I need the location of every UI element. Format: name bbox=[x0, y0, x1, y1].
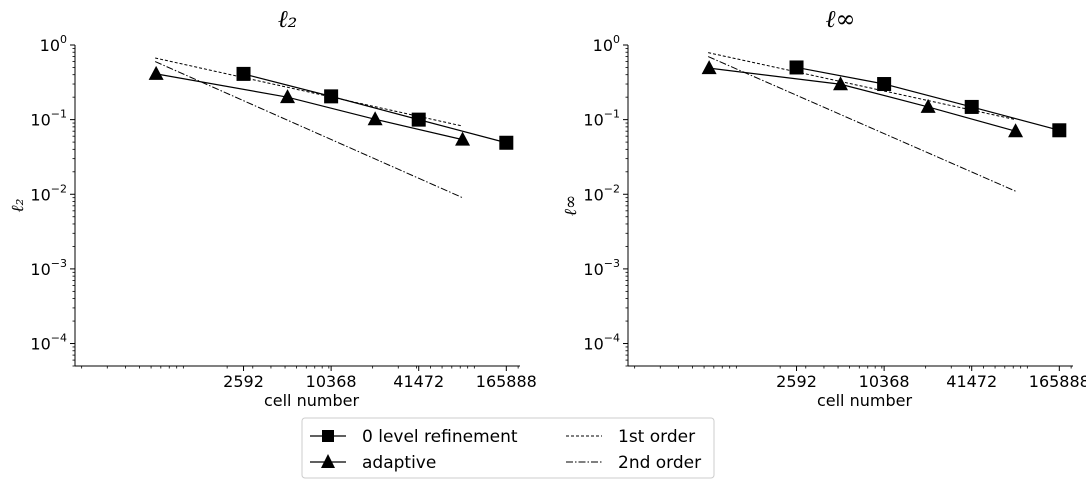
x-tick-label: 2592 bbox=[223, 372, 264, 391]
y-tick-label: 10−4 bbox=[30, 332, 67, 354]
series-line-1st-order bbox=[155, 57, 463, 127]
data-point-square bbox=[877, 77, 892, 92]
series-adaptive bbox=[701, 60, 1024, 138]
data-point-triangle bbox=[280, 89, 296, 104]
series-line-1st-order bbox=[708, 52, 1016, 121]
series-adaptive bbox=[148, 65, 471, 146]
chart-panel-l2: 10−4 10−3 10−2 10−1 100 2592 10368 41472 165888 c… bbox=[8, 5, 537, 410]
data-point-triangle bbox=[367, 111, 383, 126]
y-tick-label: 10−3 bbox=[583, 257, 620, 279]
series-2nd-order bbox=[154, 61, 463, 199]
y-axis-label: ℓ₂ bbox=[8, 198, 28, 212]
x-tick-label: 10368 bbox=[859, 372, 910, 391]
data-point-square bbox=[499, 135, 514, 150]
legend-entry-1st-order: 1st order bbox=[566, 427, 695, 447]
legend-label-2nd-order: 2nd order bbox=[618, 453, 701, 473]
y-axis-label: ℓ∞ bbox=[561, 195, 581, 216]
y-tick-label: 10−4 bbox=[583, 332, 620, 354]
data-point-triangle bbox=[455, 131, 471, 146]
series-line-0-level-refinement bbox=[796, 66, 1060, 131]
legend: 0 level refinement adaptive 1st order 2n… bbox=[301, 417, 715, 479]
data-point-triangle bbox=[148, 65, 164, 80]
legend-entry-adaptive: adaptive bbox=[310, 453, 436, 473]
x-axis-label: cell number bbox=[264, 391, 359, 410]
data-point-triangle bbox=[833, 76, 849, 91]
y-tick-label: 100 bbox=[40, 33, 67, 55]
series-2nd-order bbox=[707, 56, 1016, 192]
x-tick-label: 41472 bbox=[393, 372, 444, 391]
legend-entry-0-level-refinement: 0 level refinement bbox=[310, 427, 518, 447]
series-0-level-refinement bbox=[236, 66, 514, 150]
series-line-adaptive bbox=[156, 73, 463, 141]
legend-entry-2nd-order: 2nd order bbox=[566, 453, 701, 473]
data-point-triangle bbox=[920, 98, 936, 113]
legend-square-marker bbox=[322, 430, 334, 442]
series-line-0-level-refinement bbox=[243, 73, 507, 144]
y-tick-label: 100 bbox=[593, 33, 620, 55]
x-tick-label: 10368 bbox=[306, 372, 357, 391]
data-point-square bbox=[411, 112, 426, 127]
x-axis-label: cell number bbox=[817, 391, 912, 410]
y-tick-label: 10−2 bbox=[30, 182, 67, 204]
series-line-2nd-order bbox=[154, 61, 463, 199]
legend-label-adaptive: adaptive bbox=[362, 453, 436, 473]
chart-panel-linf: 10−4 10−3 10−2 10−1 100 2592 10368 41472 165888 c… bbox=[561, 5, 1086, 410]
x-tick-label: 165888 bbox=[1029, 372, 1086, 391]
series-1st-order bbox=[155, 57, 463, 127]
y-tick-label: 10−1 bbox=[583, 108, 620, 130]
series-line-2nd-order bbox=[707, 56, 1016, 192]
data-point-triangle bbox=[1008, 123, 1024, 138]
data-point-square bbox=[1052, 123, 1067, 138]
series-1st-order bbox=[708, 52, 1016, 121]
data-point-square bbox=[236, 66, 251, 81]
y-tick-label: 10−1 bbox=[30, 108, 67, 130]
data-point-triangle bbox=[701, 60, 717, 75]
y-tick-label: 10−3 bbox=[30, 257, 67, 279]
data-point-square bbox=[964, 99, 979, 114]
chart-title: ℓ₂ bbox=[278, 5, 298, 33]
data-point-square bbox=[324, 89, 339, 104]
x-tick-label: 41472 bbox=[946, 372, 997, 391]
x-tick-label: 2592 bbox=[776, 372, 817, 391]
y-tick-label: 10−2 bbox=[583, 182, 620, 204]
series-line-adaptive bbox=[709, 67, 1016, 132]
legend-frame bbox=[301, 417, 715, 479]
legend-label-0-level-refinement: 0 level refinement bbox=[362, 427, 518, 447]
chart-title: ℓ∞ bbox=[826, 5, 856, 33]
series-0-level-refinement bbox=[789, 60, 1067, 138]
legend-triangle-marker bbox=[321, 454, 335, 468]
x-tick-label: 165888 bbox=[476, 372, 537, 391]
legend-label-1st-order: 1st order bbox=[618, 427, 695, 447]
